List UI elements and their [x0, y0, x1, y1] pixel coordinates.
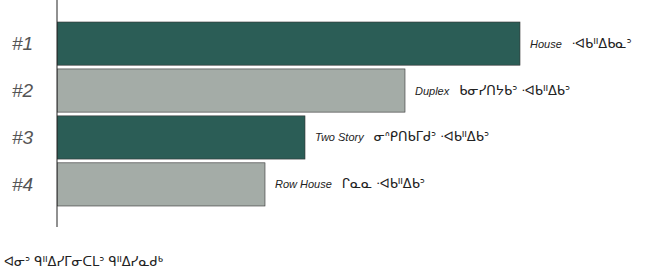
category-label: #4 [12, 173, 33, 194]
tick: #4 [12, 173, 33, 194]
bar-labels: House ᐧᐊᑲᐦᐃᑲᓇᐣ Duplex ᑲᓂᓯᑎᔭᑲᐣ ᐧᐊᑲᐦᐃᑲᐣ Two St… [275, 36, 632, 192]
bar-label: Two Story ᓂᐢᑭᑎᑲᒥᑯᐣ ᐧᐊᑲᐦᐃᑲᐣ [315, 129, 489, 144]
bar-label: Duplex ᑲᓂᓯᑎᔭᑲᐣ ᐧᐊᑲᐦᐃᑲᐣ [415, 83, 570, 98]
label-syllabics: ᑲᓂᓯᑎᔭᑲᐣ ᐧᐊᑲᐦᐃᑲᐣ [459, 83, 570, 98]
category-label: #1 [12, 33, 33, 54]
bars [57, 22, 520, 206]
label-syllabics: ᓂᐢᑭᑎᑲᒥᑯᐣ ᐧᐊᑲᐦᐃᑲᐣ [374, 129, 489, 144]
tick: #2 [12, 80, 34, 101]
tick: #3 [12, 127, 34, 148]
bar [57, 22, 520, 65]
footnote: ᐊᓂᐣ ᑫᐦᐃᓯᒥᓂᑕᒪᐣ ᑫᐦᐃᓯᓇᑯᒃ [4, 254, 163, 269]
y-axis: #1 #2 #3 #4 [12, 0, 57, 227]
category-label: #2 [12, 80, 34, 101]
category-label: #3 [12, 127, 34, 148]
bar-label: Row House ᒋᓇᓇ ᐧᐊᑲᐦᐃᑲᐣ [275, 176, 425, 191]
bar [57, 116, 305, 159]
bar-label: House ᐧᐊᑲᐦᐃᑲᓇᐣ [530, 36, 632, 51]
label-syllabics: ᒋᓇᓇ ᐧᐊᑲᐦᐃᑲᐣ [342, 176, 425, 191]
label-english: Duplex [415, 85, 450, 97]
label-english: House [530, 38, 562, 50]
chart: #1 #2 #3 #4 House ᐧᐊᑲᐦᐃᑲᓇᐣ Duplex ᑲᓂᓯᑎᔭᑲᐣ ᐧᐊᑲᐦᐃ… [0, 0, 662, 273]
axis-line [57, 0, 58, 227]
label-english: Two Story [315, 131, 365, 143]
label-syllabics: ᐧᐊᑲᐦᐃᑲᓇᐣ [572, 36, 632, 51]
bar [57, 163, 265, 206]
tick: #1 [12, 33, 33, 54]
label-english: Row House [275, 178, 332, 190]
bar [57, 69, 405, 112]
